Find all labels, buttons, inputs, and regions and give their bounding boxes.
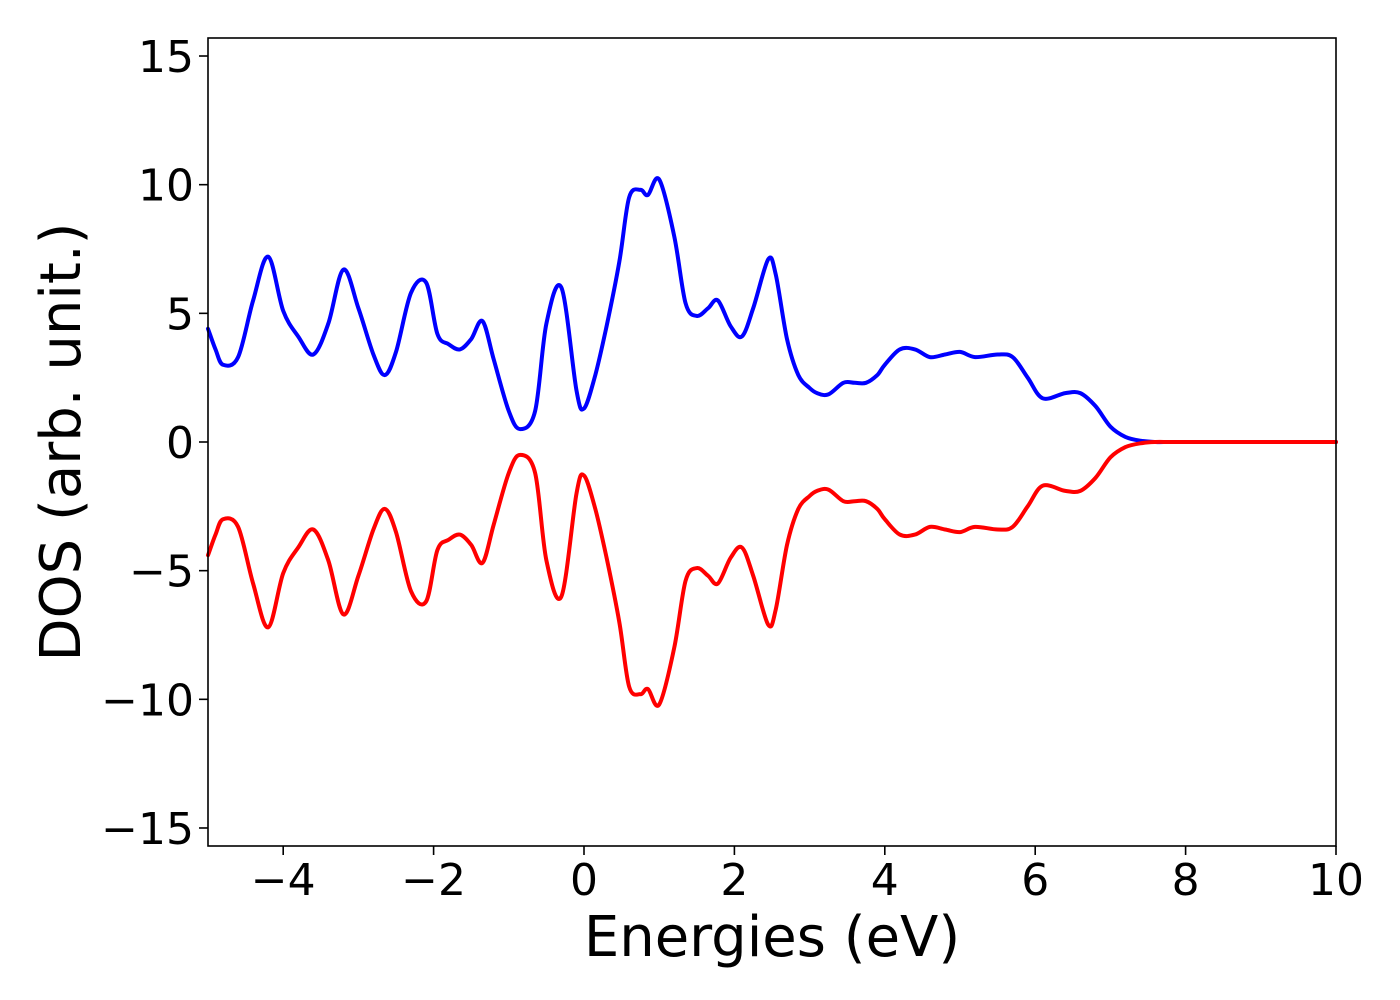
x-tick-label: 4: [871, 855, 899, 906]
y-tick-label: −10: [101, 675, 194, 726]
dos-line-blue: [206, 176, 1338, 445]
y-tick-label: 15: [138, 32, 194, 83]
dos-line-red: [206, 439, 1338, 708]
x-tick-label: 6: [1021, 855, 1049, 906]
x-tick-label: 0: [570, 855, 598, 906]
y-axis-title: DOS (arb. unit.): [29, 222, 94, 661]
y-tick-label: 10: [138, 161, 194, 212]
y-tick-label: 5: [166, 289, 194, 340]
x-tick-label: −2: [401, 855, 466, 906]
x-axis-title: Energies (eV): [584, 905, 960, 970]
series-layer: [206, 176, 1338, 708]
y-tick-label: −15: [101, 804, 194, 855]
x-tick-label: 8: [1172, 855, 1200, 906]
x-tick-label: 10: [1308, 855, 1364, 906]
y-tick-label: 0: [166, 418, 194, 469]
x-tick-label: 2: [720, 855, 748, 906]
y-tick-label: −5: [129, 547, 194, 598]
x-axis-ticks: −4 −2 0 2 4 6 8 10: [251, 846, 1364, 906]
x-tick-label: −4: [251, 855, 316, 906]
plot-area: [206, 37, 1338, 847]
y-axis-ticks: 15 10 5 0 −5 −10 −15: [101, 32, 208, 855]
